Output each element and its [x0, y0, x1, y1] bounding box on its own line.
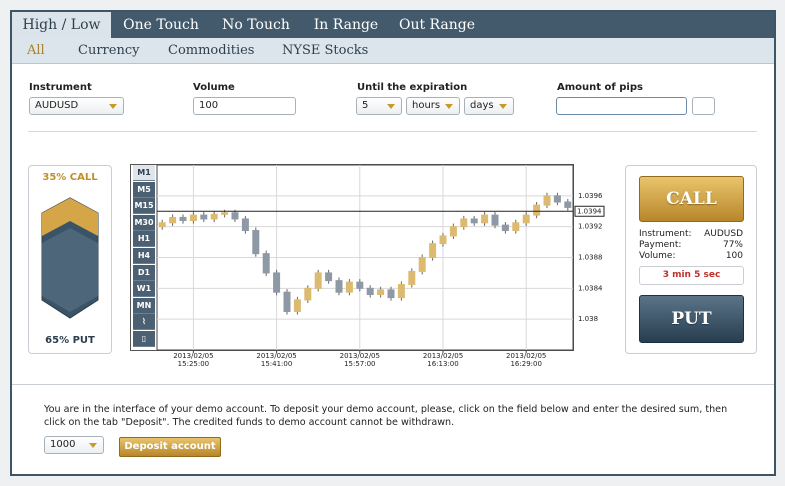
timeframe-button[interactable]: M1 — [133, 165, 155, 181]
subtab[interactable]: Currency — [78, 43, 140, 58]
info-label: Volume: — [639, 251, 676, 261]
info-value: 77% — [722, 240, 743, 250]
tab-bar — [12, 12, 774, 38]
tab[interactable]: One Touch — [123, 17, 199, 33]
pips-input[interactable] — [556, 97, 687, 115]
expiration-select[interactable]: 5 — [356, 97, 402, 115]
chart-type-button[interactable]: ▯ — [133, 331, 155, 347]
call-percent: 35% CALL — [42, 172, 98, 183]
info-label: Payment: — [639, 240, 682, 250]
separator — [12, 384, 774, 385]
timeframe-button[interactable]: W1 — [133, 281, 155, 298]
put-button[interactable]: PUT — [639, 295, 744, 343]
label: Until the expiration — [357, 82, 468, 93]
call-button[interactable]: CALL — [639, 176, 744, 222]
tab[interactable]: No Touch — [222, 17, 290, 33]
subtab[interactable]: Commodities — [168, 43, 255, 58]
chart-type-button[interactable]: ⌇ — [133, 314, 155, 330]
timeframe-button[interactable]: M30 — [133, 214, 155, 231]
label: Volume — [193, 82, 235, 93]
info-label: Instrument: — [639, 229, 692, 239]
unit-select[interactable]: hours — [406, 97, 460, 115]
subtab[interactable]: All — [27, 43, 45, 58]
instrument-select[interactable]: AUDUSD — [29, 97, 124, 115]
tab[interactable]: In Range — [313, 17, 379, 33]
deposit-button[interactable]: Deposit account — [119, 437, 221, 457]
volume-input[interactable]: 100 — [193, 97, 296, 115]
tab[interactable]: High / Low — [12, 12, 111, 38]
sentiment-panel — [28, 165, 112, 354]
label: Instrument — [29, 82, 92, 93]
timeframe-button[interactable]: MN — [133, 297, 155, 314]
info-value: 100 — [725, 251, 743, 261]
subtab-bar — [12, 38, 774, 64]
subtab[interactable]: NYSE Stocks — [282, 43, 369, 58]
put-percent: 65% PUT — [45, 335, 95, 346]
label: Amount of pips — [557, 82, 643, 93]
pips-button[interactable] — [692, 97, 715, 115]
tab[interactable]: Out Range — [398, 17, 476, 33]
chart-panel — [130, 164, 574, 351]
timeframe-button[interactable]: H1 — [133, 231, 155, 248]
separator — [28, 131, 757, 132]
timer: 3 min 5 sec — [639, 266, 744, 285]
timeframe-button[interactable]: M15 — [133, 198, 155, 215]
amount-select[interactable]: 1000 — [44, 436, 104, 454]
footer-text: You are in the interface of your demo ac… — [44, 404, 728, 428]
timeframe-button[interactable]: M5 — [133, 181, 155, 198]
info-value: AUDUSD — [704, 229, 743, 239]
timeframe-button[interactable]: H4 — [133, 248, 155, 264]
timeframe-button[interactable]: D1 — [133, 264, 155, 281]
unit-select[interactable]: days — [464, 97, 514, 115]
